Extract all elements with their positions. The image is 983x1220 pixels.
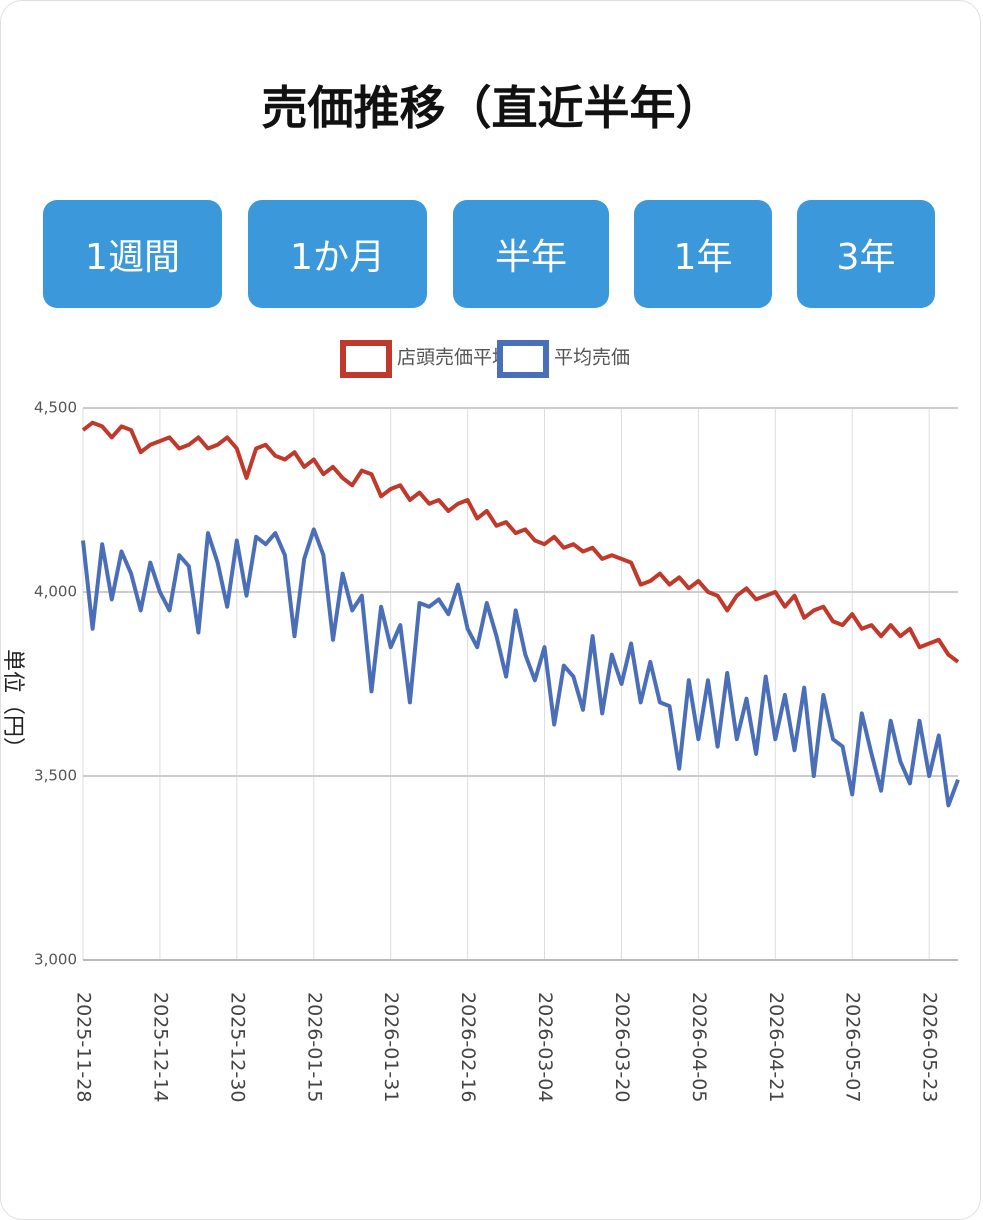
range-button[interactable]: 半年: [453, 200, 609, 308]
x-tick-label: 2026-01-31: [380, 992, 402, 1102]
x-tick-label: 2026-04-21: [765, 992, 787, 1102]
y-tick-label: 3,500: [34, 767, 77, 785]
x-tick-label: 2025-12-14: [149, 992, 171, 1102]
x-tick-label: 2025-11-28: [73, 992, 95, 1102]
legend-label: 平均売価: [554, 347, 630, 369]
series-line: [81, 527, 960, 808]
range-button[interactable]: 3年: [797, 200, 935, 308]
range-button[interactable]: 1か月: [248, 200, 427, 308]
legend-swatch: [340, 340, 392, 378]
x-tick-label: 2026-05-23: [919, 992, 941, 1102]
y-tick-label: 3,000: [34, 951, 77, 969]
x-tick-label: 2026-03-20: [611, 992, 633, 1102]
y-tick-label: 4,000: [34, 583, 77, 601]
legend-swatch: [497, 340, 549, 378]
x-tick-label: 2026-04-05: [688, 992, 710, 1102]
legend-label: 店頭売価平均: [397, 347, 511, 369]
x-tick-label: 2026-03-04: [534, 992, 556, 1102]
x-tick-label: 2026-05-07: [842, 992, 864, 1102]
x-tick-label: 2026-01-15: [303, 992, 325, 1102]
series-line: [81, 420, 960, 664]
range-button[interactable]: 1年: [634, 200, 772, 308]
page-title: 売価推移（直近半年）: [261, 81, 722, 135]
x-tick-label: 2025-12-30: [226, 992, 248, 1102]
range-button[interactable]: 1週間: [43, 200, 222, 308]
y-tick-label: 4,500: [34, 399, 77, 417]
y-axis-title: 単位（円）: [0, 649, 25, 759]
x-tick-label: 2026-02-16: [457, 992, 479, 1102]
